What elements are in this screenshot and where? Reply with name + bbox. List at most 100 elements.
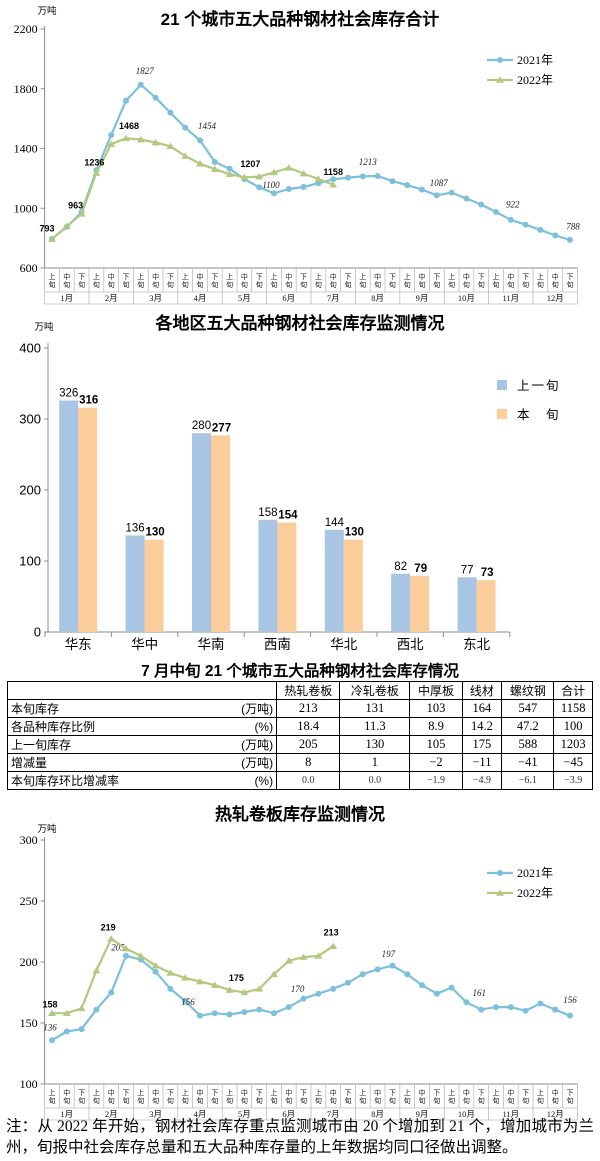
period-char: 旬 [182, 280, 189, 289]
period-char: 旬 [330, 280, 337, 289]
period-char: 上 [448, 1088, 455, 1097]
month-label: 7月 [327, 293, 340, 303]
table-cell: 175 [461, 735, 503, 754]
period-char: 上 [493, 272, 500, 281]
point-marker [226, 1011, 233, 1018]
point-marker [123, 97, 129, 104]
bar-previous [391, 573, 411, 632]
period-tick-label: 上旬 [359, 272, 366, 289]
month-label: 1月 [60, 293, 73, 303]
period-char: 中 [63, 272, 70, 281]
month-label: 2月 [105, 1109, 118, 1119]
point-marker [270, 970, 278, 977]
period-char: 旬 [433, 280, 440, 289]
point-marker [197, 137, 203, 144]
period-char: 旬 [404, 280, 411, 289]
period-char: 旬 [182, 1096, 189, 1105]
period-char: 中 [374, 272, 381, 281]
period-char: 旬 [345, 1096, 352, 1105]
bar-value-label: 154 [278, 510, 298, 522]
period-char: 中 [197, 1088, 204, 1097]
table-cell: 105 [409, 735, 463, 754]
point-marker [433, 192, 440, 199]
period-char: 上 [315, 272, 322, 281]
bar-value-label: 280 [192, 420, 211, 432]
period-char: 上 [359, 1088, 366, 1097]
period-char: 中 [463, 272, 470, 281]
period-char: 下 [389, 273, 396, 281]
period-char: 旬 [478, 1096, 485, 1105]
point-marker [122, 134, 130, 142]
month-label: 12月 [547, 1109, 564, 1119]
period-char: 下 [256, 273, 263, 281]
data-label: 1468 [119, 121, 139, 131]
point-marker [151, 138, 160, 146]
point-marker [225, 170, 234, 177]
point-marker [211, 1010, 218, 1017]
category-label: 西南 [264, 637, 291, 652]
period-char: 上 [537, 272, 544, 281]
table-column-header: 中厚板 [409, 681, 463, 700]
period-tick-label: 上旬 [493, 1088, 500, 1105]
month-label: 4月 [194, 1109, 207, 1119]
legend-label: 2021年 [517, 866, 553, 880]
period-char: 旬 [256, 280, 263, 289]
month-label: 11月 [502, 1109, 519, 1119]
period-char: 旬 [285, 1096, 292, 1105]
table-row: 上一旬库存 (万吨) 205 130 105 175 588 1203 [6, 735, 593, 754]
period-char: 下 [433, 273, 440, 281]
point-marker [285, 1004, 292, 1011]
period-char: 上 [271, 1088, 278, 1097]
month-label: 8月 [371, 1109, 384, 1119]
period-char: 旬 [300, 280, 307, 289]
bar-value-label: 158 [258, 507, 277, 519]
period-char: 旬 [552, 280, 559, 289]
table-cell: 100 [553, 717, 593, 736]
period-tick-label: 中旬 [241, 1088, 248, 1105]
data-label: 963 [68, 200, 83, 210]
month-label: 1月 [60, 1109, 73, 1119]
period-char: 旬 [49, 1096, 56, 1105]
period-tick-label: 上旬 [404, 1088, 411, 1105]
point-marker [93, 1006, 100, 1013]
y-tick-label: 0 [34, 625, 41, 640]
point-marker [255, 985, 264, 992]
month-label: 10月 [458, 293, 475, 303]
period-tick-label: 上旬 [49, 1088, 56, 1105]
point-marker [359, 971, 366, 978]
table-cell: −3.9 [553, 771, 593, 790]
period-tick-label: 下旬 [433, 273, 440, 289]
legend-label: 2021年 [517, 53, 553, 67]
period-char: 下 [345, 1089, 352, 1097]
period-tick-label: 下旬 [211, 273, 218, 289]
period-tick-label: 下旬 [345, 273, 352, 289]
bar-value-label: 144 [325, 517, 345, 529]
row-label: 增减量 [11, 756, 48, 770]
table-row: 增减量 (万吨) 8 1 −2 −11 −41 −45 [6, 753, 593, 772]
y-tick-label: 100 [19, 554, 41, 569]
table-row: 本旬库存环比增减率 (%) 0.0 0.0 −1.9 −4.9 −6.1 −3.9 [6, 771, 593, 790]
data-label: 1454 [198, 121, 217, 131]
bar-current [343, 539, 363, 632]
row-unit: (%) [254, 773, 274, 788]
period-char: 旬 [493, 280, 500, 289]
data-label: 793 [39, 224, 54, 234]
period-char: 上 [448, 272, 455, 281]
period-tick-label: 下旬 [256, 1089, 263, 1105]
point-marker [300, 995, 307, 1002]
y-tick-label: 1000 [14, 201, 38, 215]
period-char: 旬 [78, 1096, 85, 1105]
point-marker [167, 109, 174, 116]
point-marker [107, 935, 116, 942]
y-tick-label: 1400 [14, 142, 38, 156]
table-column-header: 螺纹钢 [501, 681, 555, 700]
period-tick-label: 上旬 [93, 272, 100, 289]
point-marker [345, 979, 351, 986]
legend-marker [497, 870, 503, 876]
table-cell: −6.1 [501, 771, 555, 790]
legend-label: 上一旬 [517, 379, 561, 393]
period-char: 旬 [315, 280, 322, 289]
point-marker [152, 968, 159, 975]
period-char: 中 [197, 272, 204, 281]
period-char: 上 [315, 1088, 322, 1097]
